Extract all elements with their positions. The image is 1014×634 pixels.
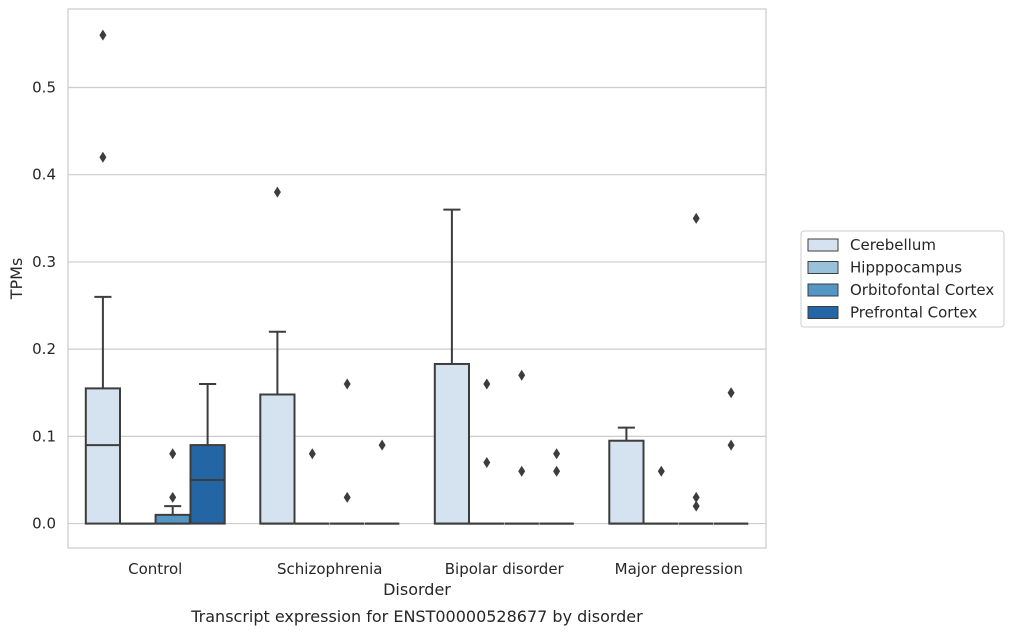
chart-caption: Transcript expression for ENST0000052867…: [190, 607, 643, 626]
outlier-point: [727, 439, 735, 451]
box-prefrontal-cortex: [189, 383, 226, 525]
legend: Cerebellum Hipppocampus Orbitofontal Corte…: [800, 230, 1005, 328]
legend-swatch: [807, 261, 839, 274]
x-axis-label: Disorder: [383, 580, 451, 599]
y-tick-label: 0.1: [32, 427, 56, 445]
box-prefrontal-cortex: [364, 439, 400, 525]
box: [433, 362, 471, 525]
outlier-point: [273, 186, 281, 198]
outlier-point: [692, 500, 700, 512]
legend-label: Prefrontal Cortex: [850, 304, 977, 322]
box-orbitofontal-cortex: [330, 378, 365, 525]
outlier-point: [169, 491, 177, 503]
box-orbitofontal-cortex: [154, 448, 191, 525]
y-tick-label: 0.5: [32, 78, 56, 96]
outlier-point: [727, 387, 735, 399]
legend-frame: [800, 230, 1005, 328]
box-hipppocampus: [295, 448, 330, 525]
outlier-point: [553, 465, 561, 477]
outlier-point: [518, 369, 526, 381]
box-prefrontal-cortex: [539, 448, 574, 525]
x-tick-label: Control: [128, 560, 182, 578]
box-hipppocampus: [644, 465, 679, 525]
box-cerebellum: [84, 29, 122, 525]
y-axis-ticks: 0.0 0.1 0.2 0.3 0.4 0.5: [32, 78, 56, 532]
outlier-point: [378, 439, 386, 451]
box-cerebellum: [259, 186, 296, 525]
plot-area: [84, 29, 749, 525]
x-tick-label: Bipolar disorder: [445, 560, 565, 578]
outlier-point: [657, 465, 665, 477]
outlier-point: [169, 448, 177, 460]
outlier-point: [343, 378, 351, 390]
y-tick-label: 0.2: [32, 340, 56, 358]
outlier-point: [692, 491, 700, 503]
outlier-point: [308, 448, 316, 460]
legend-swatch: [807, 238, 839, 252]
y-tick-label: 0.4: [32, 166, 56, 184]
outlier-point: [692, 212, 700, 224]
outlier-point: [343, 491, 351, 503]
legend-swatch: [807, 283, 839, 297]
legend-swatch: [807, 306, 839, 319]
box: [608, 439, 645, 525]
box-orbitofontal-cortex: [504, 369, 539, 525]
box-cerebellum: [433, 208, 471, 525]
x-tick-label: Major depression: [615, 560, 743, 578]
box-cerebellum: [608, 426, 645, 525]
legend-label: Hipppocampus: [850, 259, 962, 277]
x-tick-label: Schizophrenia: [277, 560, 382, 578]
y-tick-label: 0.0: [32, 515, 56, 533]
outlier-point: [99, 151, 107, 163]
box: [259, 393, 296, 525]
box: [84, 387, 122, 525]
outlier-point: [99, 29, 107, 41]
box-prefrontal-cortex: [713, 387, 749, 525]
x-axis-ticks: Control Schizophrenia Bipolar disorder Majo…: [128, 560, 743, 578]
legend-label: Orbitofontal Cortex: [850, 281, 994, 299]
box-hipppocampus: [469, 378, 504, 525]
plot-frame: [67, 8, 767, 549]
box-orbitofontal-cortex: [679, 212, 714, 525]
box: [154, 513, 191, 525]
y-tick-label: 0.3: [32, 253, 56, 271]
outlier-point: [553, 448, 561, 460]
legend-label: Cerebellum: [850, 236, 936, 254]
y-axis-label: TPMs: [7, 258, 26, 301]
box: [189, 444, 226, 525]
outlier-point: [483, 378, 491, 390]
outlier-point: [483, 457, 491, 469]
outlier-point: [518, 465, 526, 477]
